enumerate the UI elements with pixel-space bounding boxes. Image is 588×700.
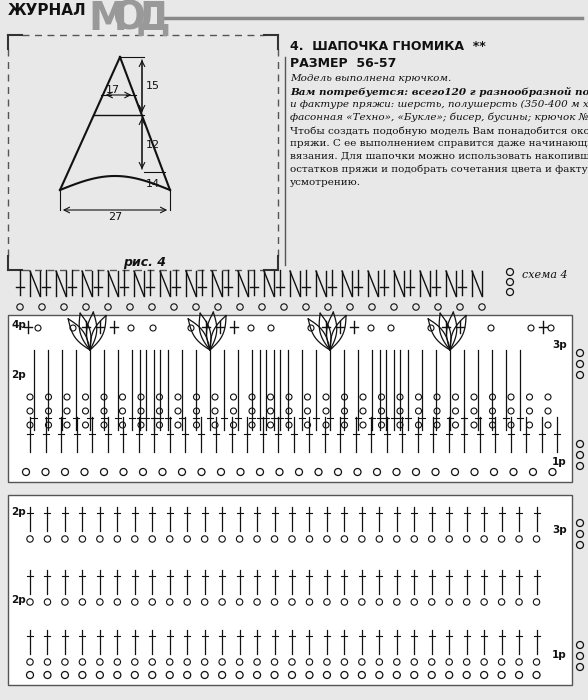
Text: О: О	[112, 0, 145, 38]
Text: 15: 15	[146, 81, 160, 91]
Text: 1р: 1р	[552, 457, 567, 467]
Text: Вам потребуется: всего120 г разнообразной по составу, цвету: Вам потребуется: всего120 г разнообразно…	[290, 87, 588, 97]
Text: усмотрению.: усмотрению.	[290, 178, 361, 187]
Text: М: М	[88, 0, 127, 38]
Text: 4р: 4р	[11, 320, 26, 330]
Text: 4.  ШАПОЧКА ГНОМИКА  **: 4. ШАПОЧКА ГНОМИКА **	[290, 40, 486, 53]
Text: 1р: 1р	[552, 650, 567, 660]
Text: и фактуре пряжи: шерсть, полушерсть (350-400 м х 100 г), мохер,: и фактуре пряжи: шерсть, полушерсть (350…	[290, 100, 588, 109]
Bar	[8, 495, 572, 685]
Text: фасонная «Техно», «Букле»; бисер, бусины; крючок № 3.: фасонная «Техно», «Букле»; бисер, бусины…	[290, 113, 588, 122]
Text: 2р: 2р	[11, 507, 26, 517]
Text: 14: 14	[146, 179, 160, 189]
Text: остатков пряжи и подобрать сочетания цвета и фактуру по своему: остатков пряжи и подобрать сочетания цве…	[290, 165, 588, 174]
Text: 3р: 3р	[552, 340, 567, 350]
Bar	[8, 315, 572, 482]
Text: Чтобы создать подобную модель Вам понадобится около 7 видов: Чтобы создать подобную модель Вам понадо…	[290, 126, 588, 136]
Text: 2р: 2р	[11, 370, 26, 381]
Text: Д: Д	[136, 0, 171, 38]
Text: пряжи. С ее выполнением справится даже начинающий любитель: пряжи. С ее выполнением справится даже н…	[290, 139, 588, 148]
Text: 17: 17	[105, 85, 119, 95]
Text: 12: 12	[146, 139, 160, 150]
Text: 2р: 2р	[11, 595, 26, 605]
Text: Модель выполнена крючком.: Модель выполнена крючком.	[290, 74, 451, 83]
Text: рис. 4: рис. 4	[123, 256, 166, 269]
Text: ЖУРНАЛ: ЖУРНАЛ	[8, 3, 86, 18]
Text: вязания. Для шапочки можно использовать накопившиеся запасы: вязания. Для шапочки можно использовать …	[290, 152, 588, 161]
Text: 27: 27	[108, 212, 122, 222]
Text: схема 4: схема 4	[522, 270, 567, 280]
Text: 3р: 3р	[552, 525, 567, 535]
Text: РАЗМЕР  56-57: РАЗМЕР 56-57	[290, 57, 396, 70]
